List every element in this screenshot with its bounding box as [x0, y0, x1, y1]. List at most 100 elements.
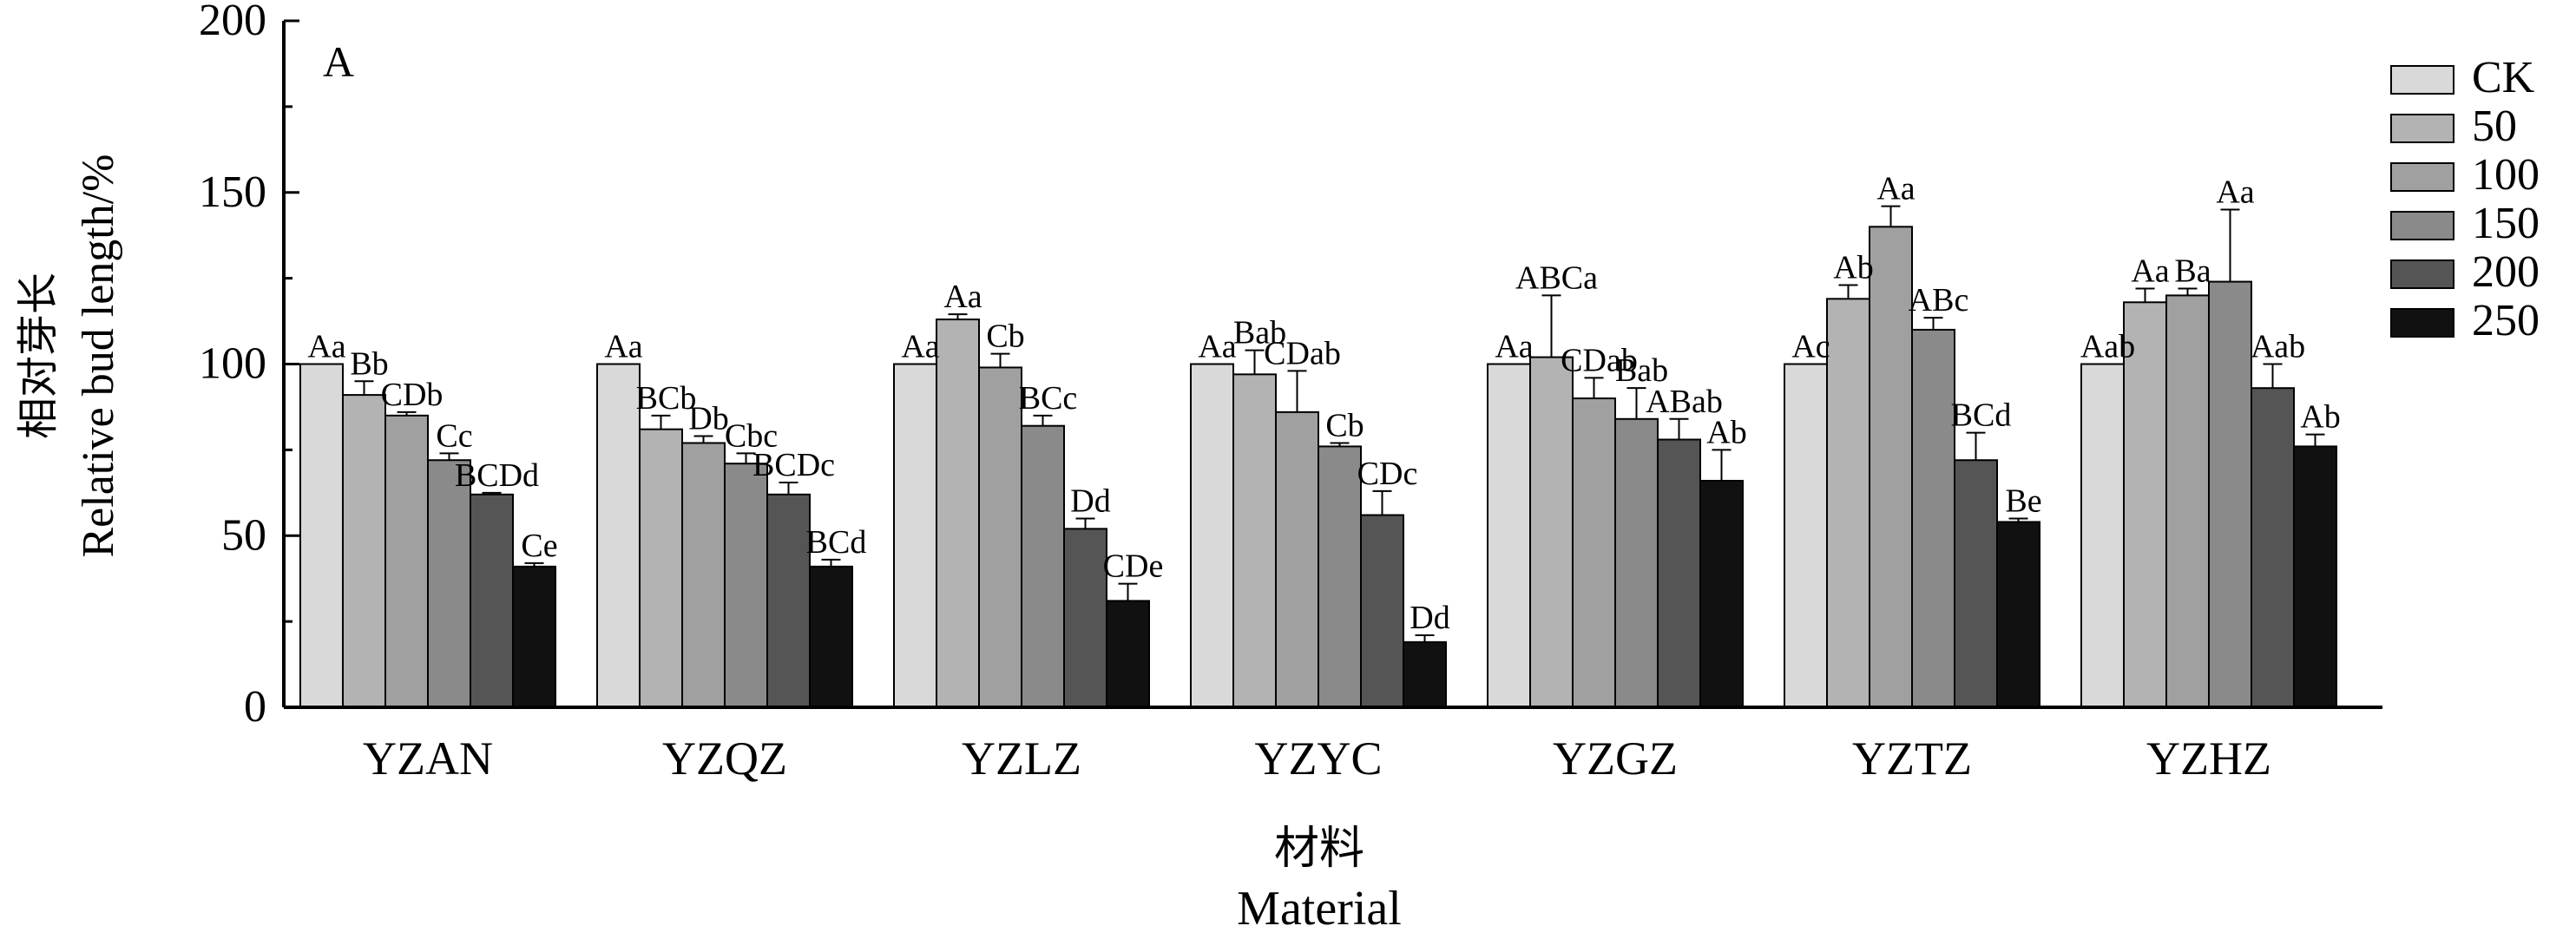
x-tick-label-yztz: YZTZ	[1852, 732, 1972, 785]
x-tick-label-yzan: YZAN	[363, 732, 493, 785]
bar-yzan-250	[512, 565, 556, 708]
bar-yzan-50	[342, 394, 386, 708]
bar-label-yzgz-100: CDab	[1561, 342, 1638, 378]
bar-label-yzlz-ck: Aa	[901, 329, 939, 365]
bar-yzhz-200	[2251, 387, 2295, 708]
legend-swatch-250	[2390, 308, 2454, 338]
bar-label-yzqz-50: BCb	[636, 380, 697, 417]
bar-yzgz-ck	[1487, 363, 1531, 708]
bar-label-yzan-250: Ce	[521, 528, 557, 564]
y-tick-label-200: 200	[199, 0, 266, 45]
bar-label-yzyc-50: Bab	[1233, 315, 1286, 351]
bar-yzhz-ck	[2080, 363, 2125, 708]
bar-yzqz-ck	[596, 363, 641, 708]
bar-yztz-100	[1869, 226, 1913, 708]
legend-swatch-150	[2390, 211, 2454, 240]
bar-yzan-100	[384, 414, 429, 708]
bar-label-yzan-200: BCDd	[455, 457, 539, 494]
bar-label-yzyc-100: CDab	[1264, 335, 1341, 371]
bar-yzan-ck	[299, 363, 344, 708]
bar-yztz-250	[1996, 521, 2040, 708]
bar-label-yzhz-200: Aab	[2251, 329, 2305, 365]
bar-label-yzlz-150: BCc	[1019, 380, 1078, 417]
legend-label-ck: CK	[2472, 53, 2535, 102]
bar-yzlz-100	[978, 366, 1022, 708]
bar-label-yzan-100: CDb	[381, 377, 444, 413]
y-tick-label-50: 50	[221, 510, 266, 560]
legend-swatch-100	[2390, 162, 2454, 192]
bar-yzyc-50	[1232, 373, 1277, 708]
bar-yzlz-ck	[893, 363, 937, 708]
bar-label-yzqz-150: Cbc	[725, 417, 778, 454]
bar-label-yzgz-50: ABCa	[1515, 259, 1598, 296]
x-tick-label-yzqz: YZQZ	[662, 732, 787, 785]
bar-label-yzgz-150: Bab	[1615, 352, 1668, 389]
bars-layer	[299, 205, 2337, 709]
bar-yzqz-50	[639, 428, 683, 708]
bar-yzlz-150	[1021, 424, 1065, 708]
bar-yzyc-250	[1403, 640, 1447, 708]
x-tick-label-yzgz: YZGZ	[1553, 732, 1678, 785]
bar-yzlz-50	[936, 318, 980, 708]
x-tick-label-yzlz: YZLZ	[962, 732, 1081, 785]
bar-yzyc-200	[1360, 514, 1404, 709]
bar-label-yzgz-ck: Aa	[1495, 329, 1533, 365]
legend-swatch-ck	[2390, 65, 2454, 95]
legend-label-200: 200	[2472, 247, 2540, 297]
bar-label-yzqz-100: Db	[688, 401, 728, 437]
panel-label: A	[323, 37, 354, 86]
bar-yzyc-ck	[1190, 363, 1234, 708]
bar-labels-layer: Aa BbCDbCcBCDdCeAaBCbDbCbcBCDcBCdAaAaCbBC…	[307, 171, 2340, 636]
bar-label-yzhz-250: Ab	[2300, 399, 2340, 436]
bar-label-yzan-ck: Aa	[307, 329, 345, 365]
bar-yzlz-200	[1063, 528, 1107, 709]
bar-label-yztz-250: Be	[2005, 483, 2041, 519]
bar-label-yzhz-150: Aa	[2216, 174, 2254, 211]
bar-label-yzlz-250: CDe	[1103, 548, 1164, 585]
bar-yztz-50	[1826, 298, 1870, 708]
bar-yzqz-200	[766, 493, 811, 708]
bar-label-yzqz-200: BCDc	[752, 447, 835, 483]
bar-yzgz-150	[1614, 417, 1659, 708]
bar-yzyc-150	[1318, 445, 1362, 708]
bar-yzhz-250	[2293, 445, 2337, 708]
bar-yzqz-150	[724, 463, 768, 708]
bar-label-yzan-50: Bb	[350, 345, 388, 382]
bar-label-yzyc-ck: Aa	[1198, 329, 1236, 365]
x-tick-label-yzhz: YZHZ	[2146, 732, 2271, 785]
bar-label-yzhz-ck: Aab	[2080, 329, 2135, 365]
legend-label-250: 250	[2472, 296, 2540, 345]
legend-label-150: 150	[2472, 199, 2540, 248]
bar-yzlz-250	[1106, 600, 1150, 709]
bar-label-yzgz-200: ABab	[1646, 384, 1723, 420]
legend-swatch-50	[2390, 114, 2454, 143]
bar-yzan-150	[427, 459, 471, 708]
bar-yzgz-250	[1699, 479, 1744, 708]
bar-label-yzgz-250: Ab	[1706, 414, 1746, 450]
bar-label-yzlz-200: Dd	[1070, 483, 1110, 519]
bar-label-yztz-200: BCd	[1951, 397, 2012, 434]
bar-yztz-200	[1954, 459, 1998, 708]
bar-label-yzqz-ck: Aa	[604, 329, 642, 365]
bar-label-yzyc-250: Dd	[1410, 600, 1449, 636]
bar-label-yztz-150: ABc	[1909, 282, 1969, 318]
x-axis-title-cn: 材料	[1274, 824, 1364, 874]
bar-yzan-200	[470, 493, 514, 708]
y-tick-label-150: 150	[199, 167, 266, 217]
bar-label-yzhz-50: Aa	[2131, 253, 2169, 289]
bar-yztz-150	[1911, 328, 1955, 708]
bar-label-yztz-100: Aa	[1876, 171, 1915, 207]
bar-label-yzlz-50: Aa	[943, 279, 982, 315]
bar-yzgz-50	[1529, 356, 1574, 708]
bar-label-yzyc-150: Cb	[1325, 407, 1364, 443]
bar-yzqz-100	[681, 442, 726, 708]
bar-label-yzhz-100: Ba	[2174, 253, 2211, 289]
legend-label-100: 100	[2472, 150, 2540, 200]
y-tick-label-100: 100	[199, 339, 266, 389]
bar-label-yzqz-250: BCd	[806, 524, 867, 561]
bar-yztz-ck	[1784, 363, 1828, 708]
bar-yzgz-200	[1657, 438, 1701, 708]
axes-layer: YZAN YZQZ YZLZ YZYC YZGZ YZTZ YZHZ 0 50 100 150 200	[199, 0, 2382, 785]
